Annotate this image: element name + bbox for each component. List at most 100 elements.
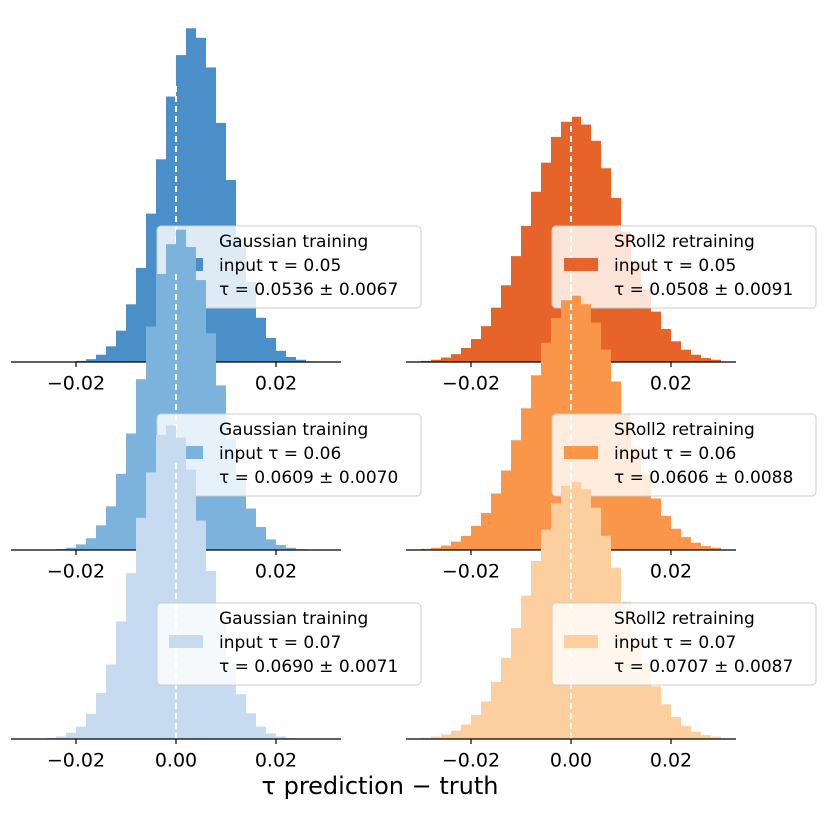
histogram-bar <box>471 714 481 739</box>
histogram-bar <box>541 162 551 362</box>
legend-label: SRoll2 retraining <box>614 609 755 629</box>
histogram-bar <box>166 425 176 739</box>
histogram-bar <box>451 354 461 362</box>
histogram-bar <box>711 359 721 362</box>
histogram-bar <box>96 525 106 550</box>
histogram-bar <box>86 713 96 739</box>
histogram-bar <box>246 281 256 362</box>
histogram-bar <box>541 529 551 739</box>
x-tick-label: 0.00 <box>550 750 592 772</box>
legend-box <box>551 225 817 309</box>
histogram-bar <box>126 304 136 362</box>
legend-label: τ = 0.0606 ± 0.0088 <box>614 468 793 488</box>
histogram-bar <box>56 736 66 739</box>
histogram-bar <box>66 547 76 550</box>
histogram-bar <box>681 349 691 362</box>
histogram-bar <box>461 348 471 362</box>
legend-patch <box>169 635 203 648</box>
x-tick-label: 0.02 <box>255 561 297 583</box>
histogram-bar <box>176 437 186 739</box>
histogram-bar <box>296 359 306 362</box>
histogram-bar <box>286 547 296 550</box>
legend-box <box>156 602 422 686</box>
histogram-bar <box>631 447 641 550</box>
histogram-bar <box>136 379 146 550</box>
histogram-bar <box>531 191 541 362</box>
histogram-bar <box>661 704 671 739</box>
legend-label: τ = 0.0508 ± 0.0091 <box>614 280 793 300</box>
histogram-bar <box>711 736 721 739</box>
histogram-bar <box>701 546 711 550</box>
histogram-bar <box>126 433 136 550</box>
histogram-bar <box>691 354 701 362</box>
histogram-bar <box>276 350 286 362</box>
legend-label: input τ = 0.07 <box>219 633 341 653</box>
histogram-bar <box>206 67 216 362</box>
histogram-bar <box>156 434 166 739</box>
histogram-bar <box>541 342 551 550</box>
legend-label: τ = 0.0707 ± 0.0087 <box>614 657 793 677</box>
histogram-bar <box>256 317 266 362</box>
histogram-bar <box>501 470 511 550</box>
histogram-bar <box>671 341 681 362</box>
histogram-bar <box>651 686 661 739</box>
histogram-bar <box>186 247 196 551</box>
histogram-bar <box>116 330 126 362</box>
legend-label: input τ = 0.07 <box>614 633 736 653</box>
histogram-bar <box>481 701 491 739</box>
legend-label: input τ = 0.05 <box>614 256 736 276</box>
histogram-bar <box>266 337 276 362</box>
histogram-bar <box>266 733 276 739</box>
histogram-bar <box>236 477 246 550</box>
histogram-bar <box>146 472 156 739</box>
histogram-bar <box>491 307 501 362</box>
histogram-bar <box>511 256 521 362</box>
legend-box <box>551 413 817 497</box>
legend-label: τ = 0.0609 ± 0.0070 <box>219 468 398 488</box>
x-tick-label: 0.02 <box>255 373 297 395</box>
histogram-bar <box>256 726 266 739</box>
panel: −0.02 0.00 0.02 SRoll2 retraining input τ = … <box>406 460 817 772</box>
histogram-bar <box>246 508 256 550</box>
legend-label: τ = 0.0690 ± 0.0071 <box>219 657 398 677</box>
x-tick-label: 0.02 <box>650 561 692 583</box>
histogram-bar <box>76 544 86 550</box>
histogram-bar <box>431 359 441 362</box>
histogram-bar <box>66 732 76 739</box>
histogram-bar <box>631 634 641 739</box>
histogram-bar <box>701 358 711 362</box>
histogram-bar <box>511 628 521 739</box>
histogram-bar <box>651 498 661 550</box>
x-tick-label: −0.02 <box>442 561 500 583</box>
histogram-bar <box>236 694 246 739</box>
histogram-bar <box>431 547 441 550</box>
legend-label: Gaussian training <box>219 609 368 629</box>
histogram-bar <box>501 285 511 362</box>
histogram-bar <box>641 662 651 739</box>
histogram-bar <box>246 713 256 739</box>
histogram-bar <box>691 542 701 550</box>
histogram-bar <box>146 213 156 362</box>
x-tick-label: −0.02 <box>47 373 105 395</box>
histogram-bar <box>86 359 96 362</box>
legend-label: input τ = 0.06 <box>614 444 736 464</box>
legend-label: Gaussian training <box>219 232 368 252</box>
histogram-bar <box>531 375 541 550</box>
histogram-bar <box>641 474 651 550</box>
x-tick-label: 0.02 <box>255 750 297 772</box>
histogram-bar <box>256 527 266 550</box>
histogram-bar <box>176 55 186 363</box>
histogram-bar <box>96 693 106 739</box>
histogram-bar <box>471 339 481 362</box>
histogram-bar <box>116 473 126 550</box>
histogram-bar <box>276 736 286 739</box>
x-tick-label: 0.02 <box>650 750 692 772</box>
histogram-bar <box>651 311 661 362</box>
histogram-bar <box>491 681 501 739</box>
histogram-bar <box>501 657 511 739</box>
histogram-bar <box>681 537 691 550</box>
histogram-bar <box>481 326 491 362</box>
